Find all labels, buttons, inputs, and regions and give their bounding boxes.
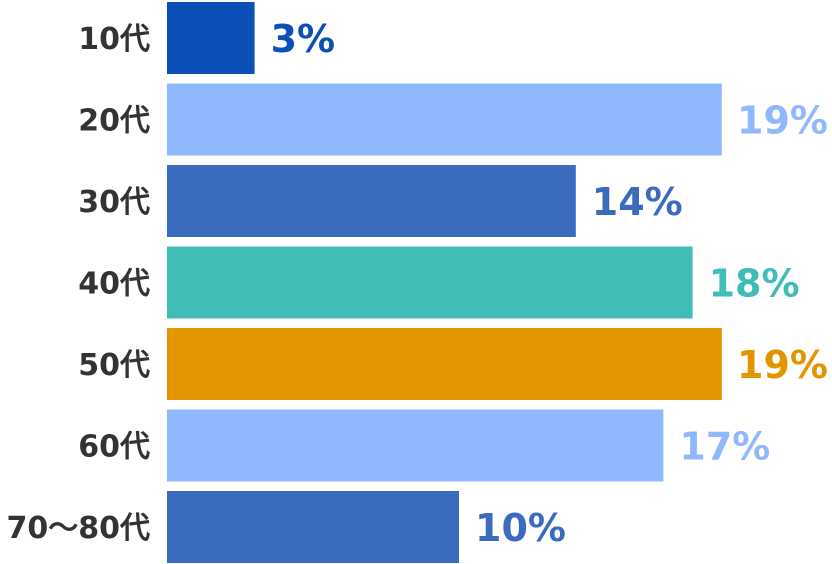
value-label: 19% <box>737 343 828 387</box>
bar <box>167 409 664 482</box>
category-label: 40代 <box>78 267 150 302</box>
value-labels: 3% 19% 14% 18% 19% 17% 10% <box>271 17 828 550</box>
category-label: 50代 <box>78 348 150 383</box>
category-label: 60代 <box>78 430 150 465</box>
category-label: 70〜80代 <box>7 511 151 546</box>
value-label: 14% <box>592 180 683 224</box>
bar <box>167 83 722 156</box>
bars <box>167 2 722 563</box>
category-labels: 10代 20代 30代 40代 50代 60代 70〜80代 <box>7 22 151 546</box>
value-label: 17% <box>679 425 770 469</box>
bar <box>167 328 722 400</box>
value-label: 3% <box>271 17 336 61</box>
bar <box>167 165 576 237</box>
value-label: 18% <box>709 262 800 306</box>
category-label: 30代 <box>78 185 150 220</box>
value-label: 10% <box>475 506 566 550</box>
value-label: 19% <box>737 99 828 143</box>
bar <box>167 2 255 74</box>
bar <box>167 491 459 563</box>
bar <box>167 246 693 319</box>
category-label: 10代 <box>78 22 150 57</box>
category-label: 20代 <box>78 104 150 139</box>
